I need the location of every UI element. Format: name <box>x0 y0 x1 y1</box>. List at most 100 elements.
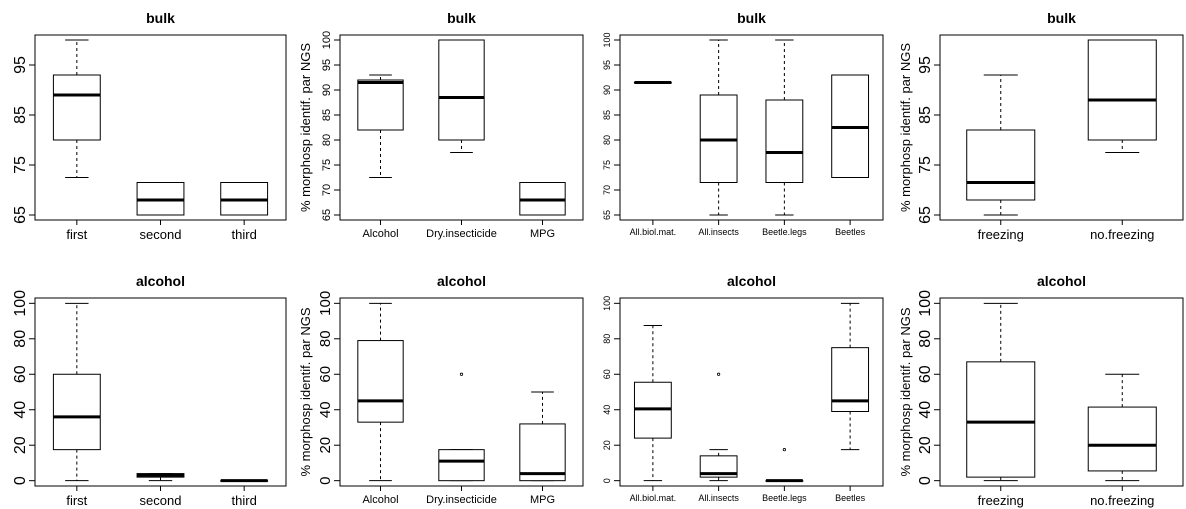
x-tick-label: Dry.insecticide <box>426 494 497 506</box>
plot-frame <box>619 297 884 487</box>
box-Alcohol <box>357 74 404 178</box>
x-tick-label: first <box>66 493 87 508</box>
x-tick-label: third <box>232 493 257 508</box>
y-tick-label: 60 <box>917 365 934 383</box>
y-tick-label: 65 <box>602 210 612 220</box>
x-tick-label: All.insects <box>698 227 739 237</box>
box-freezing <box>966 302 1036 482</box>
y-tick-label: 100 <box>317 291 334 316</box>
x-tick-label: MPG <box>530 494 555 506</box>
y-tick-label: 70 <box>602 185 612 195</box>
x-tick-label: All.biol.mat. <box>630 493 677 503</box>
y-tick-label: 80 <box>317 330 334 347</box>
y-tick-label: 95 <box>917 56 934 74</box>
chart-title: alcohol <box>1037 273 1086 289</box>
box-Dry.insecticide <box>438 39 485 153</box>
y-tick-label: 80 <box>602 334 612 344</box>
y-tick-label: 60 <box>602 369 612 379</box>
y-tick-label: 0 <box>317 477 334 485</box>
box-third <box>220 182 269 216</box>
y-tick-label: 20 <box>317 437 334 454</box>
y-tick-label: 0 <box>12 476 29 485</box>
x-tick-label: Alcohol <box>362 228 398 240</box>
box-Beetle.legs <box>765 448 804 483</box>
boxplot-panel-8: alcohol 0 20 40 60 80 100 % morphosp identif. p… <box>898 273 1184 508</box>
y-tick-label: 80 <box>321 134 333 146</box>
x-tick-label: no.freezing <box>1090 493 1154 508</box>
y-axis-label: % morphosp identif. par NGS <box>898 43 913 212</box>
y-tick-label: 0 <box>917 476 934 485</box>
x-tick-label: second <box>140 493 182 508</box>
x-tick-label: freezing <box>978 227 1024 242</box>
y-tick-label: 40 <box>917 401 934 419</box>
chart-title: alcohol <box>136 273 185 289</box>
y-tick-label: 20 <box>12 436 29 454</box>
y-tick-label: 65 <box>12 206 29 224</box>
x-tick-label: third <box>232 227 257 242</box>
y-tick-label: 75 <box>12 156 29 174</box>
x-tick-label: Dry.insecticide <box>426 228 497 240</box>
y-tick-label: 80 <box>12 330 29 348</box>
y-tick-label: 70 <box>321 184 333 196</box>
box-All.biol.mat. <box>633 324 672 482</box>
y-tick-label: 100 <box>917 290 934 317</box>
y-tick-label: 85 <box>321 109 333 121</box>
box-third <box>220 479 269 483</box>
y-tick-label: 80 <box>917 330 934 348</box>
box-second <box>136 182 185 216</box>
y-tick-label: 95 <box>602 60 612 70</box>
box-iqr <box>52 74 101 141</box>
y-tick-label: 85 <box>12 106 29 124</box>
y-tick-label: 100 <box>602 296 612 311</box>
outlier-point <box>782 448 786 452</box>
box-All.insects <box>699 39 738 216</box>
box-iqr <box>52 373 101 451</box>
y-tick-label: 85 <box>602 110 612 120</box>
boxplot-panel-5: alcohol 0 20 40 60 80 100 first second third <box>12 273 287 508</box>
box-Alcohol <box>357 302 404 482</box>
chart-title: bulk <box>1047 10 1076 26</box>
boxplot-panel-3: bulk 65 70 75 80 85 90 95 100 All.biol.mat. All.in… <box>602 10 884 237</box>
box-iqr <box>1087 39 1157 141</box>
y-axis-label: % morphosp identif. par NGS <box>298 307 313 476</box>
plot-frame <box>939 297 1184 487</box>
box-iqr <box>699 455 738 478</box>
box-iqr <box>357 79 404 131</box>
y-tick-label: 90 <box>602 85 612 95</box>
x-tick-label: no.freezing <box>1090 227 1154 242</box>
y-tick-label: 40 <box>602 405 612 415</box>
y-tick-label: 95 <box>321 59 333 71</box>
box-iqr <box>966 361 1036 478</box>
y-tick-label: 80 <box>602 135 612 145</box>
boxplot-panel-4: bulk 65 75 85 95 % morphosp identif. par NGS f… <box>898 10 1184 242</box>
x-tick-label: MPG <box>530 228 555 240</box>
x-tick-label: Alcohol <box>362 494 398 506</box>
x-tick-label: Beetles <box>835 493 866 503</box>
y-tick-label: 40 <box>12 401 29 419</box>
box-iqr <box>438 449 485 482</box>
y-tick-label: 85 <box>917 106 934 124</box>
y-tick-label: 90 <box>321 84 333 96</box>
y-tick-label: 100 <box>321 31 333 49</box>
plot-frame <box>619 34 884 221</box>
y-tick-label: 60 <box>317 366 334 383</box>
boxplot-panel-7: alcohol 0 20 40 60 80 100 All.biol.mat. All.inse… <box>602 273 884 503</box>
boxplot-panel-1: bulk 65 75 85 95 first second third <box>12 10 287 242</box>
chart-title: alcohol <box>437 273 486 289</box>
box-no.freezing <box>1087 39 1157 153</box>
y-tick-label: 65 <box>917 206 934 224</box>
box-iqr <box>519 423 566 482</box>
box-Beetles <box>831 74 870 178</box>
chart-title: bulk <box>146 10 175 26</box>
box-MPG <box>519 391 566 482</box>
y-tick-label: 0 <box>602 478 612 483</box>
box-MPG <box>519 182 566 216</box>
y-tick-label: 60 <box>12 365 29 383</box>
y-axis-label: % morphosp identif. par NGS <box>898 307 913 476</box>
y-tick-label: 95 <box>12 56 29 74</box>
y-tick-label: 75 <box>321 159 333 171</box>
box-second <box>136 473 185 482</box>
x-tick-label: freezing <box>978 493 1024 508</box>
x-tick-label: Beetle.legs <box>762 227 807 237</box>
